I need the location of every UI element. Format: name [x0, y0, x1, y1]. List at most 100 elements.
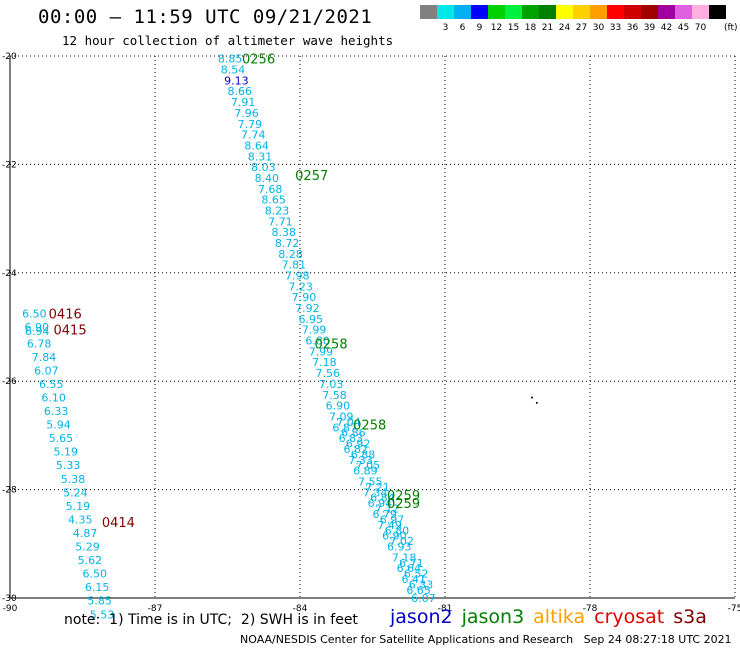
color-swatch — [675, 5, 692, 19]
wave-height-value: 8.66 — [228, 85, 253, 98]
wave-height-value: 7.05 — [356, 459, 381, 472]
color-swatch — [437, 5, 454, 19]
wave-height-value: 8.65 — [261, 194, 286, 207]
wave-height-value: 7.49 — [377, 519, 402, 532]
wave-height-value: 6.95 — [299, 313, 324, 326]
color-swatch — [471, 5, 488, 19]
pass-time-label: 0257 — [295, 169, 328, 184]
lat-tick-label: -26 — [2, 377, 17, 387]
wave-height-value: 7.18 — [312, 356, 337, 369]
footer: NOAA/NESDIS Center for Satellite Applica… — [240, 633, 732, 646]
wave-height-value: 6.83 — [339, 432, 364, 445]
pass-time-label: 0415 — [54, 324, 87, 339]
wave-height-value: 6.80 — [305, 335, 330, 348]
color-scale-tick: 27 — [575, 23, 588, 33]
wave-height-value: 5.19 — [66, 500, 91, 513]
color-scale-tick: 33 — [609, 23, 622, 33]
wave-height-value: 8.64 — [244, 139, 269, 152]
wave-height-value: 4.35 — [68, 513, 93, 526]
color-swatch — [488, 5, 505, 19]
wave-height-value: 6.88 — [351, 448, 376, 461]
color-swatch — [522, 5, 539, 19]
wave-height-value: 7.23 — [288, 280, 313, 293]
wave-height-value: 6.65 — [406, 584, 431, 597]
color-swatch — [556, 5, 573, 19]
wave-height-value: 6.93 — [387, 541, 412, 554]
wave-height-value: 8.23 — [265, 204, 290, 217]
color-scale-tick: 36 — [626, 23, 639, 33]
wave-height-value: 6.92 — [346, 438, 371, 451]
color-swatch — [658, 5, 675, 19]
wave-height-value: 9.13 — [224, 74, 249, 87]
wave-height-value: 7.74 — [241, 129, 265, 142]
wave-height-value: 7.84 — [32, 351, 57, 364]
wave-height-value: 6.33 — [44, 405, 68, 418]
legend-jason3: jason3 — [461, 606, 525, 628]
pass-time-label: 0414 — [102, 516, 135, 531]
wave-height-value: 6.90 — [382, 530, 407, 543]
wave-height-value: 6.52 — [404, 568, 429, 581]
wave-height-value: 7.99 — [309, 345, 334, 358]
wave-height-value: 6.94 — [25, 325, 50, 338]
color-swatch — [607, 5, 624, 19]
wave-height-value: 5.24 — [63, 486, 88, 499]
wave-height-value: 7.79 — [238, 118, 263, 131]
legend-cryosat: cryosat — [594, 606, 665, 628]
wave-height-value: 7.18 — [392, 551, 417, 564]
lat-tick-label: -24 — [2, 269, 17, 279]
wave-height-value: 7.12 — [375, 503, 400, 516]
wave-height-value: 7.55 — [358, 475, 383, 488]
color-swatch — [692, 5, 709, 19]
wave-height-value: 5.33 — [56, 459, 81, 472]
island-dot — [531, 396, 533, 399]
pass-time-label: 0259 — [387, 497, 420, 512]
color-scale-tick: 12 — [490, 23, 503, 33]
wave-height-value: 6.78 — [27, 337, 51, 350]
color-swatch — [709, 5, 726, 19]
color-swatch — [641, 5, 658, 19]
legend-jason2: jason2 — [390, 606, 453, 628]
wave-height-value: 6.90 — [326, 400, 351, 413]
lon-tick-label: -84 — [293, 604, 308, 614]
wave-height-value: 6.84 — [370, 492, 395, 505]
wave-height-value: 6.97 — [380, 513, 405, 526]
wave-height-value: 6.90 — [25, 321, 50, 334]
wave-height-value: 8.54 — [221, 64, 246, 77]
wave-height-value: 6.15 — [85, 581, 110, 594]
wave-height-value: 6.89 — [353, 465, 378, 478]
footer-org: NOAA/NESDIS Center for Satellite Applica… — [240, 633, 574, 646]
wave-height-value: 7.33 — [348, 454, 373, 467]
wave-height-value: 8.31 — [248, 150, 272, 163]
color-scale-unit: (ft) — [724, 23, 738, 33]
wave-height-value: 6.41 — [402, 573, 427, 586]
wave-height-value: 6.71 — [399, 557, 424, 570]
color-scale-tick: 70 — [694, 23, 707, 33]
wave-height-value: 6.10 — [41, 391, 66, 404]
color-scale-tick: 9 — [476, 23, 483, 33]
color-swatch — [420, 5, 437, 19]
pass-time-label: 0259 — [387, 489, 420, 504]
color-swatch — [590, 5, 607, 19]
color-scale-tick: 45 — [677, 23, 690, 33]
wave-height-value: 7.99 — [302, 324, 327, 337]
wave-height-value: 7.21 — [365, 481, 390, 494]
color-swatch — [505, 5, 522, 19]
wave-height-value: 7.09 — [329, 410, 354, 423]
wave-height-value: 8.38 — [271, 226, 296, 239]
wave-height-value: 7.90 — [292, 291, 317, 304]
wave-height-value: 5.38 — [61, 473, 86, 486]
wave-height-value: 8.40 — [255, 172, 279, 185]
wave-height-value: 5.94 — [46, 419, 71, 432]
pass-time-label: 0258 — [353, 419, 386, 434]
color-scale-tick: 18 — [524, 23, 537, 33]
legend-s3a: s3a — [673, 606, 707, 628]
wave-height-value: 6.64 — [397, 562, 422, 575]
wave-height-value: 7.71 — [268, 215, 293, 228]
pass-time-label: 0258 — [315, 337, 348, 352]
wave-height-value: 7.96 — [234, 107, 259, 120]
wave-height-value: 7.02 — [389, 535, 414, 548]
footer-timestamp: Sep 24 08:27:18 UTC 2021 — [583, 633, 732, 646]
color-scale-tick: 30 — [592, 23, 605, 33]
lon-tick-label: -78 — [583, 604, 598, 614]
wave-height-value: 5.62 — [78, 554, 103, 567]
